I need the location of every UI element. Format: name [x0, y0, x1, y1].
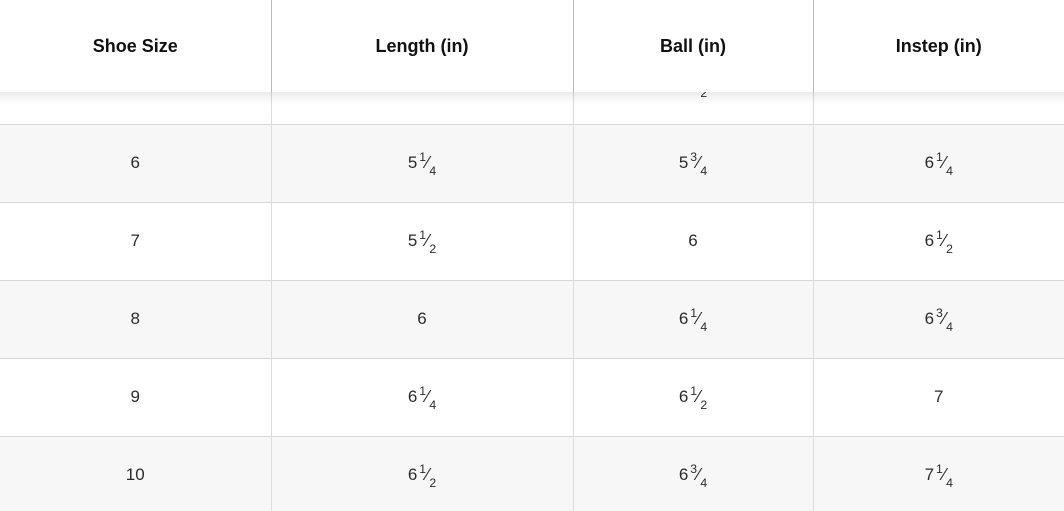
- table-row[interactable]: 7 5 1⁄2 6 6 1⁄2: [0, 201, 1064, 280]
- cell-shoe-size: 8: [0, 279, 271, 358]
- value-length: 6: [417, 309, 427, 328]
- cell-ball: 5 1⁄2: [572, 45, 813, 124]
- fraction-slash-icon: ⁄: [697, 386, 701, 407]
- fraction-slash-icon: ⁄: [426, 152, 430, 173]
- table-body: 5 5 5 1⁄2 6: [0, 45, 1064, 511]
- value-instep: 6 3⁄4: [924, 305, 953, 335]
- value-instep: 7 1⁄4: [924, 461, 953, 491]
- fraction: 1⁄2: [690, 383, 708, 413]
- cell-length: 5 1⁄4: [270, 123, 573, 202]
- fraction-slash-icon: ⁄: [943, 464, 946, 485]
- value-shoe-size: 9: [130, 387, 140, 406]
- cell-ball: 6 1⁄4: [572, 279, 813, 358]
- value-ball: 6 3⁄4: [678, 461, 708, 491]
- fraction-slash-icon: ⁄: [943, 230, 946, 251]
- table-row[interactable]: 9 6 1⁄4 6 1⁄2 7: [0, 357, 1064, 436]
- value-shoe-size: 10: [125, 465, 145, 485]
- cell-instep: 6 3⁄4: [812, 279, 1064, 358]
- cell-shoe-size: 5: [0, 45, 271, 124]
- fraction: 1⁄2: [419, 227, 437, 257]
- table-row[interactable]: 6 5 1⁄4 5 3⁄4 6 1⁄4: [0, 123, 1064, 202]
- value-shoe-size: 6: [130, 153, 140, 172]
- cell-length: 5 1⁄2: [270, 201, 573, 280]
- column-header-shoe-size[interactable]: Shoe Size: [0, 0, 271, 46]
- table-row[interactable]: 5 5 5 1⁄2 6: [0, 45, 1064, 124]
- cell-ball: 5 3⁄4: [572, 123, 813, 202]
- table-row[interactable]: 10 6 1⁄2 6 3⁄4 7 1⁄4: [0, 435, 1064, 511]
- value-instep: 6 1⁄2: [924, 227, 953, 257]
- table-header-spacer: Shoe Size Length (in) Ball (in) Instep (…: [0, 0, 1064, 46]
- fraction-slash-icon: ⁄: [943, 308, 946, 329]
- value-shoe-size: 8: [130, 309, 140, 328]
- fraction-slash-icon: ⁄: [943, 152, 946, 173]
- value-instep: 7: [934, 387, 944, 406]
- fraction-slash-icon: ⁄: [426, 230, 430, 251]
- fraction: 1⁄2: [690, 71, 708, 101]
- fraction: 1⁄2: [419, 461, 437, 491]
- fraction-slash-icon: ⁄: [697, 464, 701, 485]
- cell-length: 5: [270, 45, 573, 124]
- value-length: 5 1⁄2: [407, 227, 437, 257]
- fraction-slash-icon: ⁄: [697, 308, 701, 329]
- value-length: 5 1⁄4: [407, 149, 437, 179]
- cell-ball: 6 3⁄4: [572, 435, 813, 511]
- fraction: 1⁄4: [690, 305, 708, 335]
- fraction: 1⁄2: [936, 227, 953, 257]
- value-instep: 6 1⁄4: [924, 149, 953, 179]
- cell-shoe-size: 6: [0, 123, 271, 202]
- fraction: 1⁄4: [936, 149, 953, 179]
- table-row[interactable]: 8 6 6 1⁄4 6 3⁄4: [0, 279, 1064, 358]
- cell-ball: 6 1⁄2: [572, 357, 813, 436]
- fraction-slash-icon: ⁄: [697, 152, 701, 173]
- value-ball: 6 1⁄2: [678, 383, 708, 413]
- value-shoe-size: 5: [130, 75, 140, 94]
- cell-instep: 7 1⁄4: [812, 435, 1064, 511]
- fraction-slash-icon: ⁄: [426, 386, 430, 407]
- value-shoe-size: 7: [130, 231, 140, 250]
- value-length: 5: [417, 75, 427, 94]
- fraction: 3⁄4: [690, 461, 708, 491]
- cell-ball: 6: [572, 201, 813, 280]
- value-length: 6 1⁄4: [407, 383, 437, 413]
- cell-instep: 6 1⁄4: [812, 123, 1064, 202]
- value-ball: 6: [688, 231, 698, 250]
- value-ball: 5 1⁄2: [678, 71, 708, 101]
- value-ball: 6 1⁄4: [678, 305, 708, 335]
- table-header-row: Shoe Size Length (in) Ball (in) Instep (…: [0, 0, 1064, 46]
- cell-instep: 6 1⁄2: [812, 201, 1064, 280]
- cell-shoe-size: 10: [0, 435, 271, 511]
- fraction: 1⁄4: [419, 383, 437, 413]
- fraction: 3⁄4: [690, 149, 708, 179]
- column-header-length[interactable]: Length (in): [270, 0, 573, 46]
- fraction-slash-icon: ⁄: [426, 464, 430, 485]
- value-ball: 5 3⁄4: [678, 149, 708, 179]
- cell-instep: 6: [812, 45, 1064, 124]
- cell-length: 6 1⁄4: [270, 357, 573, 436]
- column-header-instep[interactable]: Instep (in): [812, 0, 1064, 46]
- column-header-ball[interactable]: Ball (in): [572, 0, 813, 46]
- fraction: 1⁄4: [936, 461, 953, 491]
- value-length: 6 1⁄2: [407, 461, 437, 491]
- value-instep: 6: [934, 75, 944, 94]
- fraction: 3⁄4: [936, 305, 953, 335]
- cell-length: 6 1⁄2: [270, 435, 573, 511]
- cell-shoe-size: 7: [0, 201, 271, 280]
- cell-shoe-size: 9: [0, 357, 271, 436]
- cell-length: 6: [270, 279, 573, 358]
- fraction: 1⁄4: [419, 149, 437, 179]
- cell-instep: 7: [812, 357, 1064, 436]
